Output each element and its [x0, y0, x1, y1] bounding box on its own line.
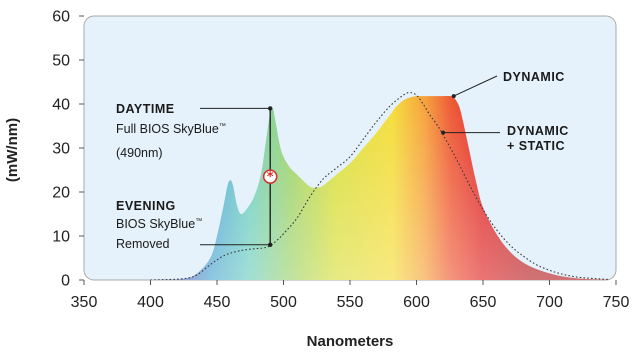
dynamic-leader-line: [453, 75, 498, 97]
x-tick-label: 700: [536, 294, 563, 311]
x-tick-label: 750: [603, 294, 630, 311]
x-tick-label: 500: [270, 294, 297, 311]
daytime-line1-text: Full BIOS SkyBlue: [116, 122, 219, 136]
y-axis-title: (mW/nm): [4, 118, 21, 182]
dynamic-label: DYNAMIC: [503, 70, 565, 84]
x-axis-title: Nanometers: [307, 333, 394, 350]
dynamic-static-line1: DYNAMIC: [507, 124, 569, 138]
x-tick-label: 450: [204, 294, 231, 311]
dynamic-dot: [451, 94, 456, 99]
evening-trademark: ™: [195, 218, 202, 225]
daytime-trademark: ™: [219, 123, 226, 130]
y-tick-label: 10: [52, 229, 70, 246]
dynamic-static-curve: [150, 92, 616, 280]
y-tick-label: 50: [52, 53, 70, 70]
plot-area: [150, 92, 616, 280]
evening-line1: BIOS SkyBlue™: [116, 217, 202, 231]
dynamic-static-line2: + STATIC: [507, 139, 565, 153]
range-top-dot: [268, 106, 273, 111]
daytime-title: DAYTIME: [116, 102, 175, 116]
evening-title: EVENING: [116, 199, 176, 213]
x-tick-label: 650: [470, 294, 497, 311]
y-tick-label: 40: [52, 97, 70, 114]
range-bottom-dot: [268, 242, 273, 247]
y-tick-label: 0: [61, 273, 70, 290]
asterisk-marker: *: [262, 169, 278, 185]
x-tick-label: 600: [403, 294, 430, 311]
y-tick-label: 30: [52, 141, 70, 158]
x-tick-label: 350: [71, 294, 98, 311]
dynamic-spectrum-shade: [150, 96, 616, 280]
x-tick-label: 400: [137, 294, 164, 311]
evening-line2: Removed: [116, 237, 170, 251]
x-tick-label: 550: [337, 294, 364, 311]
dynamic-static-dot: [441, 130, 446, 135]
asterisk-icon: *: [267, 170, 274, 185]
daytime-line2: (490nm): [116, 146, 163, 160]
axes: 350 400 450 500 550 600 650 700 750 0 10 20 30 40 50 60: [52, 9, 629, 312]
y-tick-label: 20: [52, 185, 70, 202]
annotations: * DAYTIME Full BIOS SkyBlue™ (490nm) EVE…: [116, 70, 569, 251]
daytime-line1: Full BIOS SkyBlue™: [116, 122, 226, 136]
evening-line1-text: BIOS SkyBlue: [116, 217, 195, 231]
asterisk-ring: [262, 169, 278, 184]
y-tick-label: 60: [52, 9, 70, 26]
